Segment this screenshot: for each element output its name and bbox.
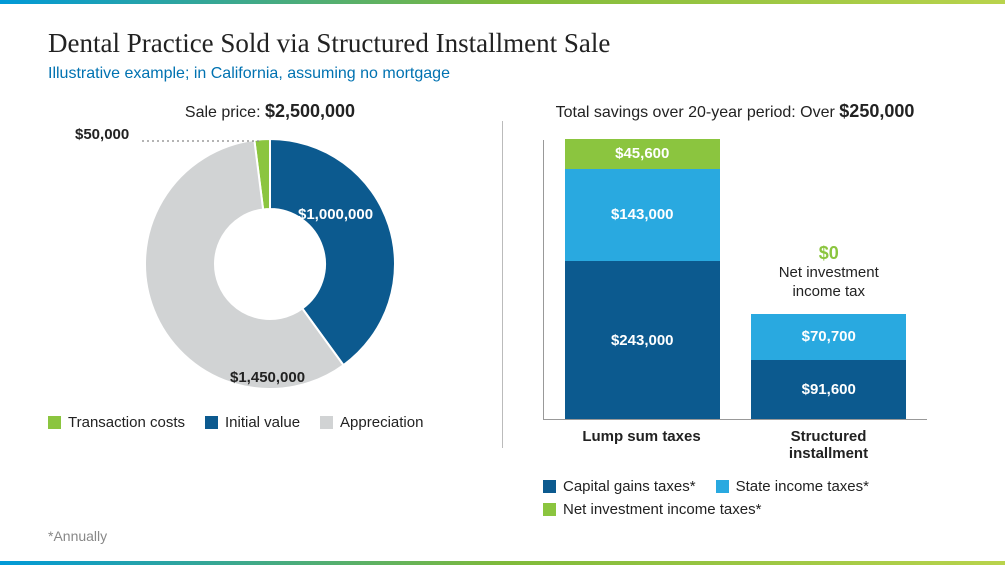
zero-annotation: $0Net investmentincome tax	[751, 242, 906, 302]
top-gradient-border	[0, 0, 1005, 4]
donut-title-value: $2,500,000	[265, 101, 355, 121]
legend-item: Transaction costs	[48, 414, 185, 431]
zero-text-line: income tax	[751, 283, 906, 302]
bar-label: Structured installment	[751, 428, 906, 462]
zero-text-line: Net investment	[751, 264, 906, 283]
vertical-divider	[502, 121, 503, 448]
donut-label-initial-value: $1,000,000	[298, 206, 373, 223]
swatch	[48, 416, 61, 429]
donut-label-transaction-costs: $50,000	[75, 126, 129, 143]
legend-label: Initial value	[225, 414, 300, 431]
bar-seg-state_income: $70,700	[751, 314, 906, 360]
bars-title: Total savings over 20-year period: Over …	[513, 101, 957, 122]
bars-title-value: $250,000	[839, 101, 914, 121]
swatch	[320, 416, 333, 429]
bar-seg-capital_gains: $243,000	[565, 261, 720, 419]
bar-label: Lump sum taxes	[564, 428, 719, 462]
bars-panel: Total savings over 20-year period: Over …	[513, 101, 957, 518]
legend-label: Transaction costs	[68, 414, 185, 431]
legend-label: Capital gains taxes*	[563, 478, 696, 495]
donut-hole	[215, 209, 325, 319]
donut-chart: $50,000 $1,000,000 $1,450,000	[140, 134, 400, 394]
legend-item: Appreciation	[320, 414, 423, 431]
zero-value: $0	[751, 242, 906, 265]
legend-label: Appreciation	[340, 414, 423, 431]
bar-labels-row: Lump sum taxes Structured installment	[543, 420, 927, 462]
legend-item: Capital gains taxes*	[543, 478, 696, 495]
swatch	[205, 416, 218, 429]
legend-item: State income taxes*	[716, 478, 869, 495]
swatch	[543, 503, 556, 516]
legend-item: Initial value	[205, 414, 300, 431]
bars-title-prefix: Total savings over 20-year period: Over	[556, 104, 840, 121]
bottom-gradient-border	[0, 561, 1005, 565]
leader-line	[142, 131, 302, 151]
legend-label: State income taxes*	[736, 478, 869, 495]
bars-area: $243,000$143,000$45,600$91,600$70,700$0N…	[543, 140, 927, 420]
page-subtitle: Illustrative example; in California, ass…	[48, 65, 957, 83]
donut-legend: Transaction costs Initial value Appreciati…	[48, 414, 492, 431]
bar-stack-structured-installment: $91,600$70,700$0Net investmentincome tax	[751, 314, 906, 419]
swatch	[716, 480, 729, 493]
donut-label-appreciation: $1,450,000	[230, 369, 305, 386]
page-title: Dental Practice Sold via Structured Inst…	[48, 28, 957, 59]
bar-seg-state_income: $143,000	[565, 169, 720, 262]
legend-item: Net investment income taxes*	[543, 501, 761, 518]
bar-stack-lump-sum-taxes: $243,000$143,000$45,600	[565, 139, 720, 419]
charts-row: Sale price: $2,500,000 $50,000 $1,000,00…	[48, 101, 957, 518]
bar-seg-capital_gains: $91,600	[751, 360, 906, 419]
swatch	[543, 480, 556, 493]
donut-panel: Sale price: $2,500,000 $50,000 $1,000,00…	[48, 101, 492, 518]
content-area: Dental Practice Sold via Structured Inst…	[0, 0, 1005, 564]
footnote: *Annually	[48, 528, 957, 544]
donut-title-prefix: Sale price:	[185, 104, 265, 121]
bar-seg-net_investment: $45,600	[565, 139, 720, 169]
donut-title: Sale price: $2,500,000	[48, 101, 492, 122]
legend-label: Net investment income taxes*	[563, 501, 761, 518]
bars-legend: Capital gains taxes* State income taxes* N…	[543, 478, 927, 518]
